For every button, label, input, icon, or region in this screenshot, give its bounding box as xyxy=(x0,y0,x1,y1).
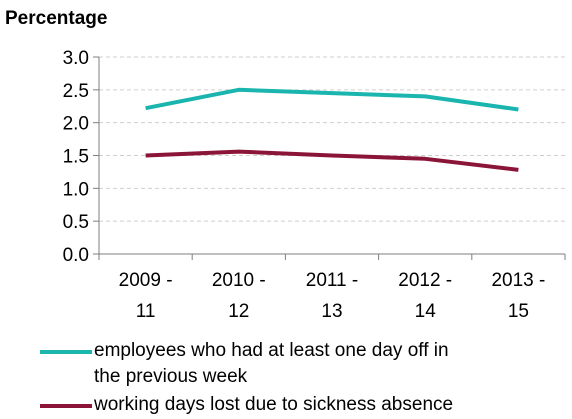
legend-swatch-maroon xyxy=(40,404,92,408)
x-tick-label: 14 xyxy=(415,301,437,322)
y-tick-label: 2.5 xyxy=(63,81,89,102)
gridlines xyxy=(99,56,565,222)
x-tick-label: 2010 - xyxy=(212,270,266,291)
x-tick-label: 2013 - xyxy=(491,270,545,291)
legend-swatch-teal xyxy=(40,350,92,354)
x-tick-label: 13 xyxy=(321,301,342,322)
series-line-1 xyxy=(145,149,519,172)
legend-label: working days lost due to sickness absenc… xyxy=(94,394,454,415)
y-tick-label: 1.5 xyxy=(63,147,89,168)
y-tick-labels: 0.0 0.5 1.0 1.5 2.0 2.5 3.0 xyxy=(63,48,89,266)
y-axis-label: Percentage xyxy=(5,8,107,29)
legend-label: employees who had at least one day off i… xyxy=(94,340,449,387)
y-tick-label: 2.0 xyxy=(63,114,89,135)
y-tick-label: 0.5 xyxy=(63,212,89,233)
series-line-0 xyxy=(145,87,519,112)
x-tick-label: 2012 - xyxy=(398,270,452,291)
x-tick-label: 2009 - xyxy=(119,270,173,291)
x-tick-label: 15 xyxy=(508,301,529,322)
axes xyxy=(93,56,566,260)
x-tick-label: 11 xyxy=(136,301,156,322)
y-tick-label: 0.0 xyxy=(63,245,89,266)
series-lines xyxy=(145,87,519,172)
x-tick-label: 12 xyxy=(228,301,249,322)
x-tick-label: 2011 - xyxy=(306,270,358,291)
x-tick-labels: 2009 - 11 2010 - 12 2011 - 13 2012 - 14 2013 - 15 xyxy=(119,270,546,322)
y-tick-label: 1.0 xyxy=(63,179,89,200)
y-tick-label: 3.0 xyxy=(63,48,89,69)
